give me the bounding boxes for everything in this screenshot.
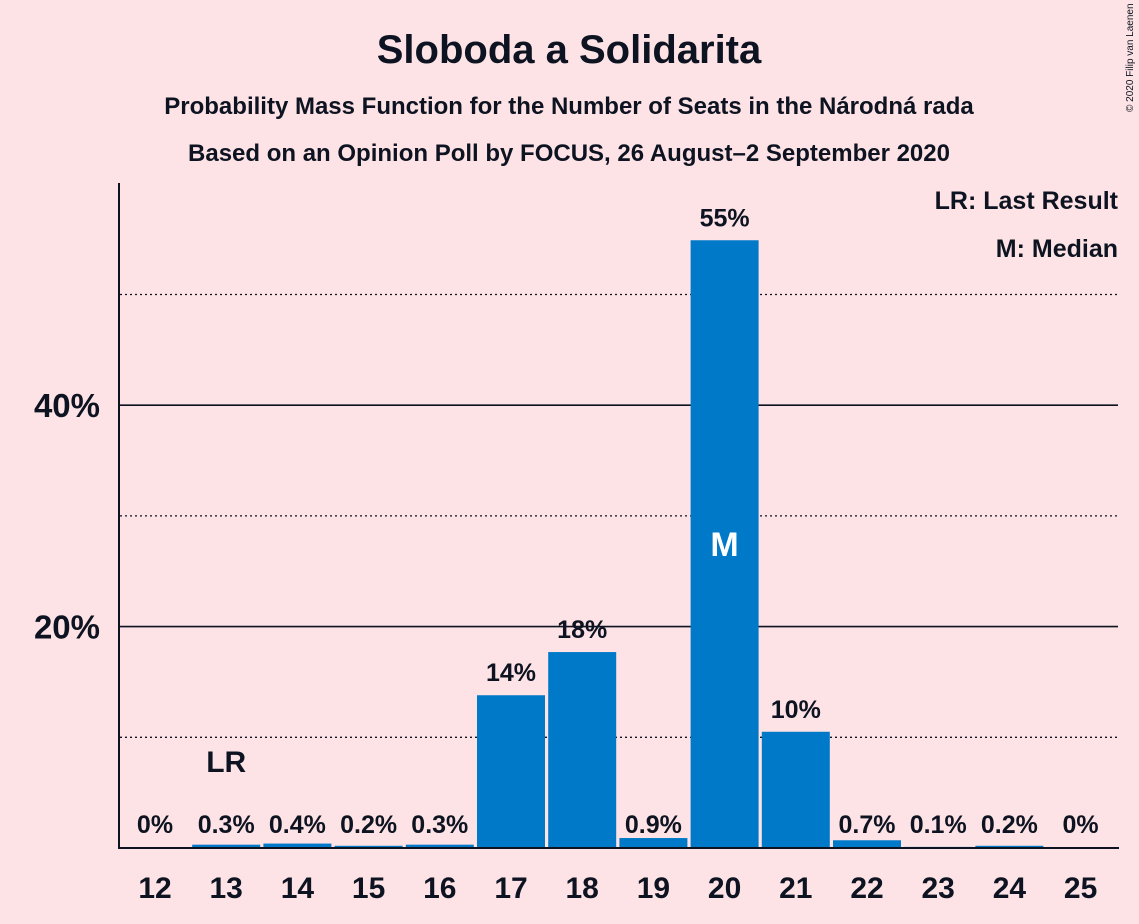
x-tick-label: 24: [993, 872, 1027, 905]
bar: [405, 844, 474, 848]
y-axis-ticks: 20% 40%: [34, 387, 100, 645]
x-tick-label: 25: [1064, 872, 1097, 905]
median-marker: M: [710, 526, 738, 564]
bar: [548, 652, 617, 848]
data-label: 14%: [486, 659, 536, 687]
chart-title: Sloboda a Solidarita: [377, 28, 762, 72]
bar: [192, 844, 261, 848]
data-label: 0.9%: [625, 811, 682, 839]
markers: M LR: [206, 526, 739, 779]
y-tick-label: 40%: [34, 387, 100, 424]
data-label: 0%: [137, 811, 173, 839]
bar: [263, 843, 332, 848]
bars: [192, 240, 1044, 848]
bar: [477, 695, 545, 848]
data-label: 0.2%: [340, 811, 397, 839]
chart-subtitle: Probability Mass Function for the Number…: [164, 93, 974, 120]
x-tick-label: 17: [494, 872, 527, 905]
data-label: 0.1%: [910, 811, 967, 839]
copyright-note: © 2020 Filip van Laenen: [1125, 3, 1136, 112]
bar: [761, 731, 830, 848]
chart-subtitle-source: Based on an Opinion Poll by FOCUS, 26 Au…: [188, 140, 950, 167]
x-tick-label: 23: [922, 872, 955, 905]
x-tick-label: 21: [779, 872, 812, 905]
x-tick-label: 16: [423, 872, 456, 905]
x-tick-label: 19: [637, 872, 670, 905]
x-axis-ticks: 12 13 14 15 16 17 18 19 20 21 22 23 24 25: [138, 872, 1097, 905]
bar: [690, 240, 759, 848]
data-label: 18%: [557, 616, 607, 644]
x-tick-label: 22: [850, 872, 883, 905]
bar: [619, 838, 688, 848]
data-label: 0.2%: [981, 811, 1038, 839]
data-label: 0.7%: [839, 811, 896, 839]
last-result-marker: LR: [206, 746, 246, 779]
data-label: 0.4%: [269, 811, 326, 839]
x-tick-label: 12: [138, 872, 171, 905]
bar: [975, 845, 1044, 848]
data-label: 0.3%: [411, 811, 468, 839]
legend-last-result: LR: Last Result: [935, 187, 1119, 215]
x-tick-label: 13: [210, 872, 243, 905]
legend-median: M: Median: [996, 235, 1118, 263]
gridlines: [120, 293, 1118, 738]
data-label: 0%: [1063, 811, 1099, 839]
data-labels: 0% 0.3% 0.4% 0.2% 0.3% 14% 18% 0.9% 55% 10% 0.7% 0.…: [137, 204, 1099, 839]
bar: [833, 840, 901, 848]
y-tick-label: 20%: [34, 609, 100, 646]
bar: [334, 845, 403, 848]
x-tick-label: 15: [352, 872, 385, 905]
data-label: 55%: [700, 204, 750, 232]
x-tick-label: 14: [281, 872, 315, 905]
x-tick-label: 20: [708, 872, 741, 905]
data-label: 0.3%: [198, 811, 255, 839]
x-tick-label: 18: [566, 872, 599, 905]
data-label: 10%: [771, 696, 821, 724]
